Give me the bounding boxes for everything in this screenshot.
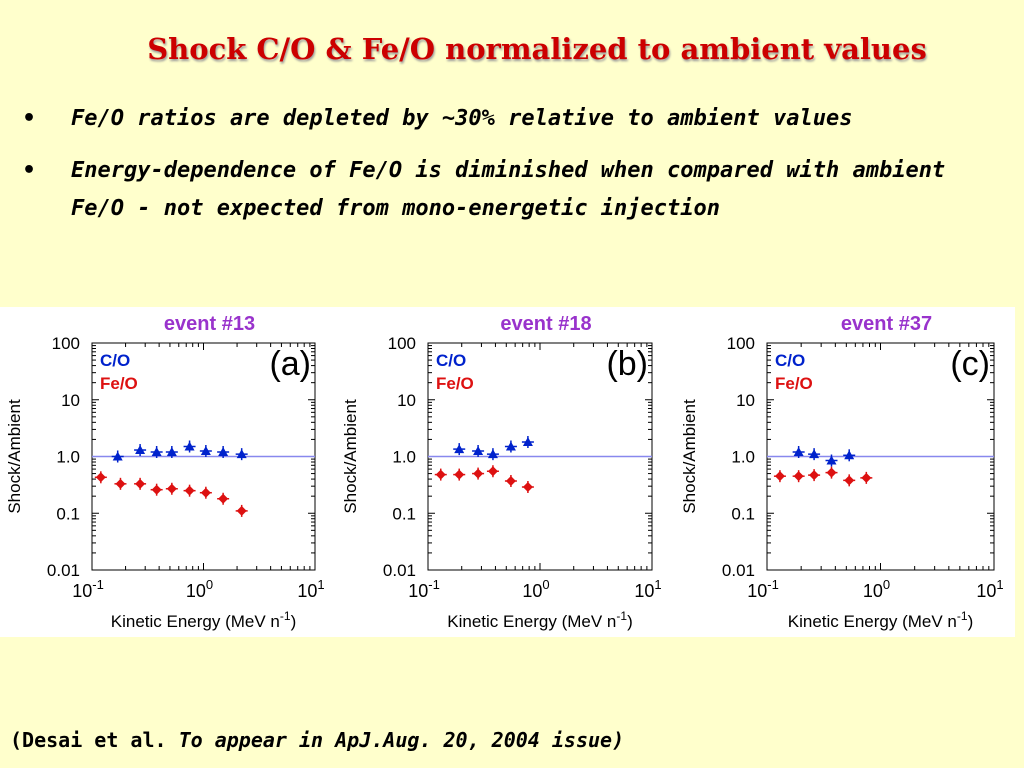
data-point-feo (522, 482, 533, 493)
y-tick-label: 10 (736, 391, 755, 410)
data-point-co (200, 446, 211, 456)
y-tick-label: 0.01 (383, 561, 416, 580)
y-tick-label: 0.1 (56, 504, 80, 523)
data-point-feo (454, 469, 465, 480)
data-point-co (505, 441, 516, 451)
data-point-feo (200, 487, 211, 498)
citation-authors: (Desai et al. (10, 728, 167, 752)
data-point-co (454, 444, 465, 454)
chart-title: event #37 (841, 313, 932, 335)
y-tick-label: 1.0 (56, 448, 80, 467)
x-tick-label: 10-1 (747, 577, 779, 601)
data-point-co (166, 447, 177, 457)
data-point-feo (236, 505, 247, 516)
data-point-co (236, 449, 247, 459)
y-tick-label: 10 (397, 391, 416, 410)
legend-label: C/O (100, 351, 130, 370)
chart-title: event #18 (500, 313, 591, 335)
data-point-co (826, 455, 837, 465)
x-axis-label: Kinetic Energy (MeV n-1) (788, 609, 973, 631)
y-axis-label: Shock/Ambient (341, 399, 360, 514)
citation-journal: To appear in ApJ.Aug. 20, 2004 issue) (178, 728, 625, 752)
data-point-feo (505, 476, 516, 487)
y-axis-label: Shock/Ambient (680, 399, 699, 514)
x-tick-label: 101 (297, 577, 324, 601)
x-axis-label: Kinetic Energy (MeV n-1) (447, 609, 632, 631)
bullet-item: • Energy-dependence of Fe/O is diminishe… (18, 152, 978, 228)
y-tick-label: 100 (388, 334, 416, 353)
citation: (Desai et al. To appear in ApJ.Aug. 20, … (10, 728, 624, 752)
y-tick-label: 0.1 (731, 504, 755, 523)
data-point-feo (826, 467, 837, 478)
bullet-marker: • (22, 158, 37, 183)
data-point-feo (861, 472, 872, 483)
x-tick-label: 101 (634, 577, 661, 601)
data-point-feo (473, 468, 484, 479)
chart-figure: 100 10 1.0 0.1 0.01 10-1 100 101 Kinetic Energy … (0, 307, 1015, 637)
data-point-co (487, 449, 498, 459)
data-point-co (809, 449, 820, 459)
panel-label: (a) (269, 345, 311, 383)
bullet-item: • Fe/O ratios are depleted by ~30% relat… (18, 100, 978, 138)
data-point-feo (184, 485, 195, 496)
legend-label: C/O (436, 351, 466, 370)
data-point-feo (774, 471, 785, 482)
data-point-co (844, 450, 855, 460)
y-tick-label: 0.1 (392, 504, 416, 523)
legend-label: Fe/O (100, 374, 138, 393)
bullet-list: • Fe/O ratios are depleted by ~30% relat… (18, 100, 978, 242)
data-point-feo (151, 484, 162, 495)
y-tick-label: 0.01 (47, 561, 80, 580)
data-point-feo (793, 471, 804, 482)
data-point-co (473, 446, 484, 456)
data-point-feo (435, 469, 446, 480)
x-tick-label: 100 (186, 577, 213, 601)
data-point-feo (166, 483, 177, 494)
data-point-feo (95, 472, 106, 483)
bullet-text: Fe/O ratios are depleted by ~30% relativ… (71, 106, 853, 131)
data-point-co (112, 451, 123, 461)
x-tick-label: 10-1 (408, 577, 440, 601)
data-point-feo (809, 470, 820, 481)
y-tick-label: 0.01 (722, 561, 755, 580)
data-point-feo (844, 475, 855, 486)
data-point-feo (115, 478, 126, 489)
data-point-co (218, 447, 229, 457)
data-point-co (522, 437, 533, 447)
y-tick-label: 100 (727, 334, 755, 353)
x-axis-label: Kinetic Energy (MeV n-1) (111, 609, 296, 631)
legend-label: Fe/O (436, 374, 474, 393)
y-tick-label: 100 (52, 334, 80, 353)
data-point-co (793, 447, 804, 457)
x-tick-label: 100 (863, 577, 890, 601)
data-point-feo (218, 493, 229, 504)
data-point-feo (135, 478, 146, 489)
legend-label: C/O (775, 351, 805, 370)
data-point-co (151, 447, 162, 457)
slide-title: Shock C/O & Fe/O normalized to ambient v… (147, 32, 927, 66)
y-axis-label: Shock/Ambient (5, 399, 24, 514)
data-point-feo (487, 466, 498, 477)
bullet-text: Energy-dependence of Fe/O is diminished … (71, 158, 946, 221)
panel-label: (c) (950, 345, 990, 383)
data-point-co (184, 441, 195, 451)
y-tick-label: 10 (61, 391, 80, 410)
data-point-co (135, 445, 146, 455)
legend-label: Fe/O (775, 374, 813, 393)
bullet-marker: • (22, 106, 37, 131)
y-tick-label: 1.0 (392, 448, 416, 467)
x-tick-label: 100 (522, 577, 549, 601)
y-tick-label: 1.0 (731, 448, 755, 467)
x-tick-label: 10-1 (72, 577, 104, 601)
x-tick-label: 101 (976, 577, 1003, 601)
chart-title: event #13 (164, 313, 255, 335)
panel-label: (b) (606, 345, 648, 383)
